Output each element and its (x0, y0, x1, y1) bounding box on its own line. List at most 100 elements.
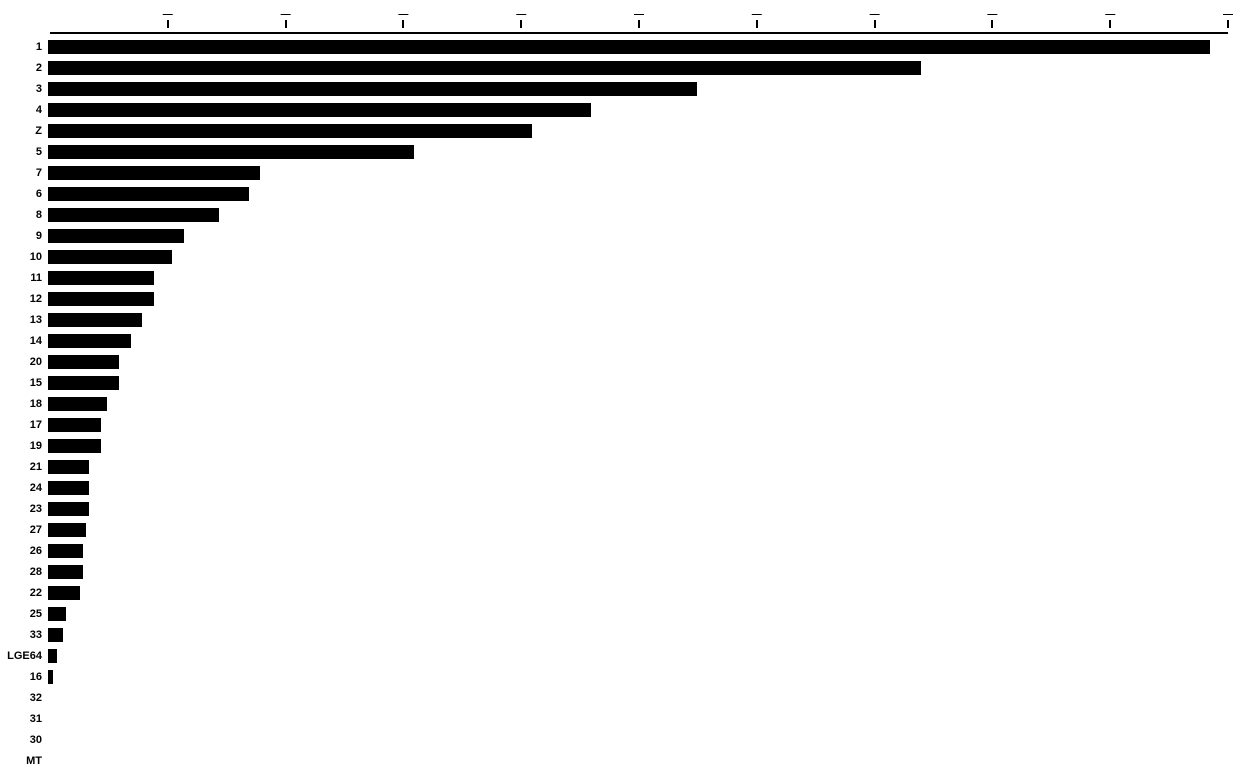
x-tick-mark (874, 20, 876, 28)
x-tick-mark (167, 20, 169, 28)
bar-row: 4 (0, 99, 1228, 120)
x-tick: — (870, 10, 880, 22)
bar-row: 3 (0, 78, 1228, 99)
x-tick-label: — (752, 10, 762, 20)
bar-row: 28 (0, 561, 1228, 582)
x-tick-mark (402, 20, 404, 28)
bar-track (48, 586, 1228, 600)
bar-track (48, 355, 1228, 369)
x-tick: — (987, 10, 997, 22)
bar-row: 1 (0, 36, 1228, 57)
bar-row: 17 (0, 414, 1228, 435)
bar-row: 31 (0, 708, 1228, 729)
bar-row: 19 (0, 435, 1228, 456)
bar (48, 523, 86, 537)
bar-row: 13 (0, 309, 1228, 330)
bar-row: 7 (0, 162, 1228, 183)
bar-track (48, 166, 1228, 180)
category-label: 27 (0, 524, 48, 536)
bar-track (48, 292, 1228, 306)
category-label: 8 (0, 209, 48, 221)
category-label: 18 (0, 398, 48, 410)
bar-track (48, 481, 1228, 495)
category-label: 7 (0, 167, 48, 179)
bar-track (48, 208, 1228, 222)
bar (48, 292, 154, 306)
bar-row: 24 (0, 477, 1228, 498)
bar-row: 12 (0, 288, 1228, 309)
category-label: 10 (0, 251, 48, 263)
x-tick: — (281, 10, 291, 22)
category-label: 11 (0, 272, 48, 284)
bar (48, 439, 101, 453)
bar (48, 271, 154, 285)
bar (48, 481, 89, 495)
category-label: 4 (0, 104, 48, 116)
x-tick-mark (1227, 20, 1229, 28)
bar-row: LGE64 (0, 645, 1228, 666)
bar-row: 32 (0, 687, 1228, 708)
bar (48, 565, 83, 579)
bar-row: 20 (0, 351, 1228, 372)
bar-track (48, 145, 1228, 159)
category-label: 32 (0, 692, 48, 704)
bar (48, 397, 107, 411)
category-label: 2 (0, 62, 48, 74)
bar-row: 21 (0, 456, 1228, 477)
bar (48, 61, 921, 75)
x-axis: —————————— (50, 10, 1228, 34)
bar (48, 460, 89, 474)
category-label: 15 (0, 377, 48, 389)
bar-track (48, 187, 1228, 201)
x-tick: — (163, 10, 173, 22)
bar-track (48, 229, 1228, 243)
category-label: 13 (0, 314, 48, 326)
bar (48, 376, 119, 390)
bar-track (48, 397, 1228, 411)
x-tick: — (398, 10, 408, 22)
x-tick-label: — (516, 10, 526, 20)
x-tick-label: — (398, 10, 408, 20)
bar (48, 250, 172, 264)
bar-track (48, 82, 1228, 96)
bar-row: 27 (0, 519, 1228, 540)
x-tick-label: — (987, 10, 997, 20)
x-tick: — (1105, 10, 1115, 22)
x-tick-label: — (870, 10, 880, 20)
x-tick-label: — (1105, 10, 1115, 20)
bar (48, 145, 414, 159)
x-tick: — (1223, 10, 1233, 22)
bar-row: 5 (0, 141, 1228, 162)
bar (48, 670, 53, 684)
bar-track (48, 607, 1228, 621)
x-tick: — (752, 10, 762, 22)
x-tick-mark (991, 20, 993, 28)
bar (48, 355, 119, 369)
x-tick-mark (756, 20, 758, 28)
bar (48, 103, 591, 117)
category-label: 31 (0, 713, 48, 725)
bar-track (48, 628, 1228, 642)
x-tick-label: — (634, 10, 644, 20)
category-label: 3 (0, 83, 48, 95)
category-label: 20 (0, 356, 48, 368)
category-label: 25 (0, 608, 48, 620)
category-label: 12 (0, 293, 48, 305)
bar-row: 8 (0, 204, 1228, 225)
bar-track (48, 691, 1228, 705)
category-label: 19 (0, 440, 48, 452)
bar-track (48, 439, 1228, 453)
bar (48, 607, 66, 621)
bar-row: 2 (0, 57, 1228, 78)
bar-track (48, 502, 1228, 516)
bar (48, 586, 80, 600)
category-label: Z (0, 125, 48, 137)
bar-row: 25 (0, 603, 1228, 624)
bar-track (48, 460, 1228, 474)
x-tick-label: — (163, 10, 173, 20)
category-label: 5 (0, 146, 48, 158)
x-tick-mark (638, 20, 640, 28)
bar-row: 26 (0, 540, 1228, 561)
bar (48, 334, 131, 348)
bar-row: 6 (0, 183, 1228, 204)
